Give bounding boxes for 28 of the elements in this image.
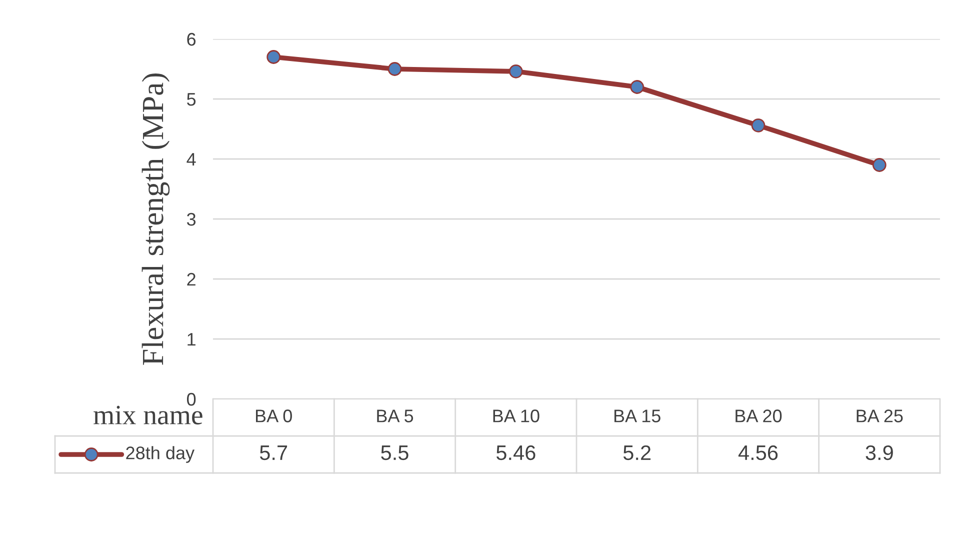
y-tick-label: 3 <box>186 212 196 226</box>
data-label: 5.5 <box>381 446 408 460</box>
y-tick-label: 2 <box>187 272 196 286</box>
point <box>630 80 644 94</box>
x-tick-label: BA 20 <box>736 410 782 422</box>
point <box>872 158 886 172</box>
data-label: 5.2 <box>623 445 651 460</box>
data-label: 5.46 <box>496 445 536 460</box>
y-tick-label: 1 <box>188 333 196 346</box>
x-tick-label: BA 0 <box>256 410 292 422</box>
x-tick-label: BA 5 <box>377 410 414 422</box>
x-tick-label: BA 25 <box>856 410 903 422</box>
data-label: 4.56 <box>738 445 778 460</box>
y-tick-label: 5 <box>187 93 196 106</box>
y-tick-label: 4 <box>186 153 196 166</box>
legend-label: 28th day <box>126 446 195 463</box>
point <box>266 50 281 64</box>
y-tick-label: 0 <box>187 392 196 406</box>
point <box>388 62 402 76</box>
point <box>751 118 766 132</box>
y-tick-label: 6 <box>187 32 196 46</box>
point <box>508 64 523 78</box>
x-tick-label: BA 10 <box>493 410 540 422</box>
y-axis-title: Flexural strength (MPa) <box>142 74 170 365</box>
data-label: 5.7 <box>260 446 288 460</box>
x-axis-title: mix name <box>94 406 202 424</box>
data-label: 3.9 <box>866 445 893 460</box>
x-tick-label: BA 15 <box>614 410 660 422</box>
